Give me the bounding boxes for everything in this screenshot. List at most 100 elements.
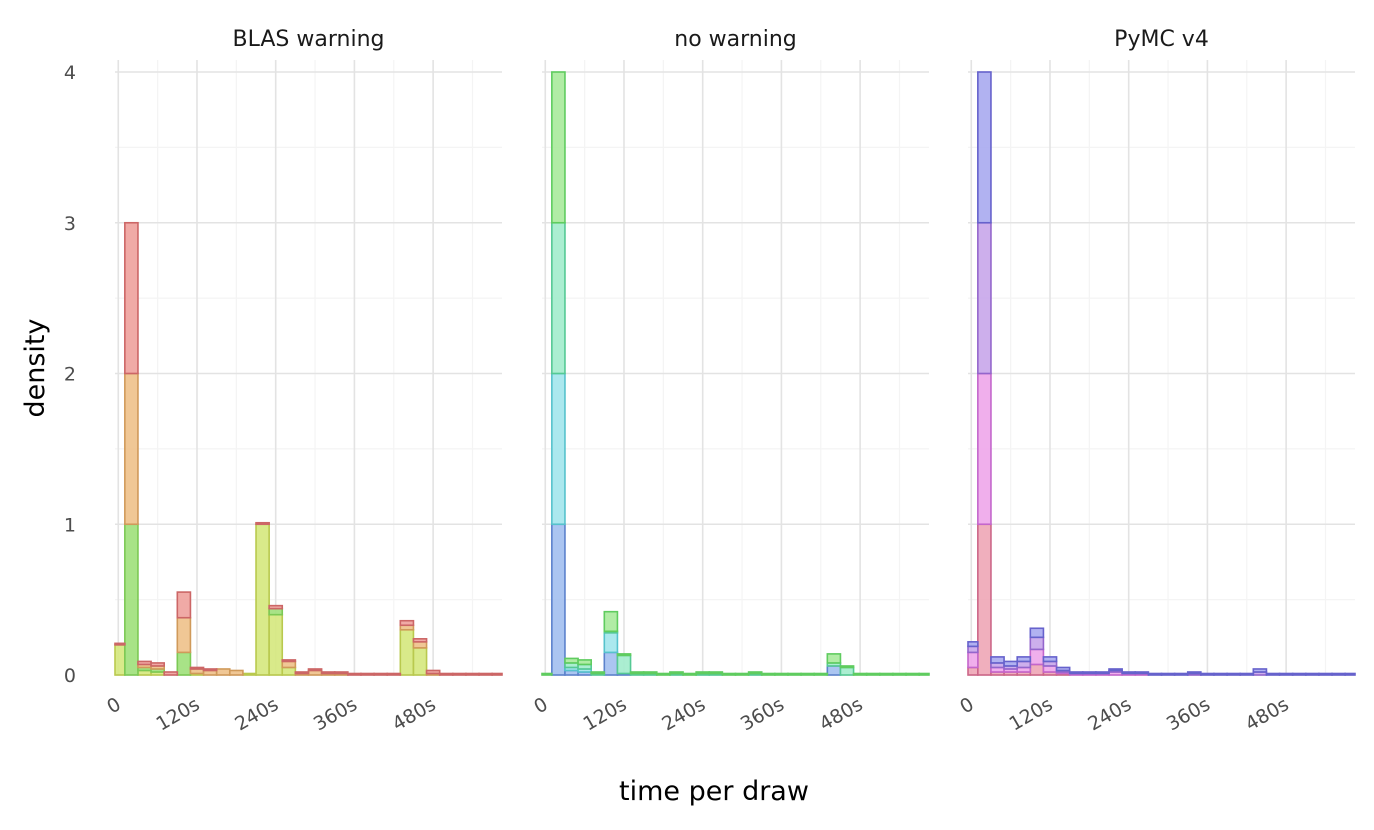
histogram-bar	[347, 672, 362, 676]
histogram-bar	[1305, 672, 1320, 676]
histogram-bar	[268, 604, 284, 610]
y-tick-label: 0	[64, 665, 76, 687]
histogram-bar	[1186, 671, 1202, 675]
histogram-bar	[1318, 672, 1333, 676]
histogram-bar	[114, 642, 126, 646]
histogram-bar	[281, 666, 297, 676]
x-tick-label: 480s	[1242, 693, 1293, 735]
histogram-bar	[1042, 665, 1058, 673]
histogram-bar	[1029, 663, 1045, 676]
histogram-bar	[721, 672, 737, 676]
histogram-bar	[603, 631, 619, 654]
facet-panel-3: PyMC v4 0 120s 240s 360s 480s	[956, 27, 1356, 735]
x-tick-label: 120s	[1006, 693, 1057, 735]
histogram-bar	[813, 672, 829, 676]
histogram-bar	[669, 671, 684, 675]
histogram-bar	[373, 672, 389, 676]
histogram-bar	[616, 654, 632, 675]
histogram-bar	[839, 665, 855, 669]
histogram-bar	[114, 644, 126, 676]
histogram-bar	[1042, 656, 1058, 663]
histogram-bar	[642, 671, 658, 675]
x-tick-label: 240s	[658, 693, 709, 735]
histogram-bar	[577, 659, 592, 666]
histogram-bar	[412, 647, 428, 676]
y-tick-label: 2	[64, 364, 76, 386]
x-axis-title: time per draw	[619, 776, 809, 807]
x-tick-label: 0	[956, 693, 977, 718]
histogram-bar	[137, 660, 152, 666]
x-tick-label: 360s	[1163, 693, 1214, 735]
histogram-bar	[1252, 668, 1268, 673]
series-4-bars	[114, 221, 503, 676]
histogram-bar	[1095, 671, 1110, 675]
histogram-bar	[1344, 672, 1356, 676]
histogram-bar	[176, 591, 192, 619]
histogram-bar	[839, 666, 855, 676]
histogram-bar	[826, 653, 842, 664]
histogram-bar	[281, 660, 297, 669]
histogram-bar	[892, 672, 907, 676]
histogram-bar	[760, 672, 776, 676]
histogram-bar	[977, 372, 992, 526]
histogram-bar	[541, 672, 553, 676]
histogram-bar	[1213, 672, 1228, 676]
histogram-bar	[1055, 666, 1071, 672]
histogram-bar	[682, 672, 697, 676]
histogram-bar	[333, 671, 349, 675]
histogram-bar	[629, 671, 645, 675]
facet-panel-1: BLAS warning 0 1 2 3 4 0 120s 240s 360s 480s	[64, 27, 503, 735]
histogram-bar	[918, 672, 930, 676]
y-tick-label: 3	[64, 213, 76, 235]
histogram-bar	[320, 671, 336, 675]
histogram-bar	[967, 641, 979, 648]
histogram-bar	[255, 521, 270, 526]
y-tick-label: 1	[64, 514, 76, 536]
x-tick-label: 360s	[737, 693, 788, 735]
histogram-bar	[215, 668, 231, 676]
histogram-bar	[268, 613, 284, 676]
histogram-bar	[852, 672, 868, 676]
histogram-bar	[551, 221, 566, 375]
histogram-bar	[176, 616, 192, 654]
histogram-bar	[1029, 648, 1045, 666]
histogram-bar	[1278, 672, 1294, 676]
histogram-bar	[734, 672, 750, 676]
x-tick-label: 120s	[580, 693, 631, 735]
series-4-bars	[541, 71, 930, 676]
x-tick-label: 480s	[816, 693, 867, 735]
histogram-bar	[412, 641, 428, 649]
histogram-bar	[967, 666, 979, 676]
histogram-bar	[465, 672, 480, 676]
histogram-bar	[438, 672, 454, 676]
histogram-bar	[189, 666, 205, 670]
histogram-bar	[268, 607, 284, 616]
histogram-bar	[176, 651, 192, 676]
x-tick-label: 480s	[389, 693, 440, 735]
histogram-bar	[150, 662, 165, 667]
histogram-bar	[655, 672, 671, 676]
histogram-bar	[708, 671, 724, 675]
histogram-bar	[1160, 672, 1176, 676]
x-tick-label: 0	[103, 693, 124, 718]
histogram-bar	[242, 672, 257, 676]
histogram-bar	[977, 523, 992, 676]
histogram-bar	[551, 372, 566, 526]
x-tick-label: 240s	[1084, 693, 1135, 735]
histogram-bar	[603, 651, 619, 676]
histogram-bar	[399, 619, 415, 627]
histogram-bar	[826, 665, 842, 676]
histogram-bar	[478, 672, 493, 676]
histogram-bar	[1331, 672, 1346, 676]
histogram-bar	[787, 672, 802, 676]
histogram-bar	[977, 221, 992, 375]
histogram-bar	[603, 610, 619, 633]
series-1-bars	[114, 523, 428, 676]
histogram-bar	[1147, 672, 1163, 676]
histogram-bar	[412, 638, 428, 643]
histogram-bar	[124, 523, 139, 676]
x-tick-label: 360s	[310, 693, 361, 735]
